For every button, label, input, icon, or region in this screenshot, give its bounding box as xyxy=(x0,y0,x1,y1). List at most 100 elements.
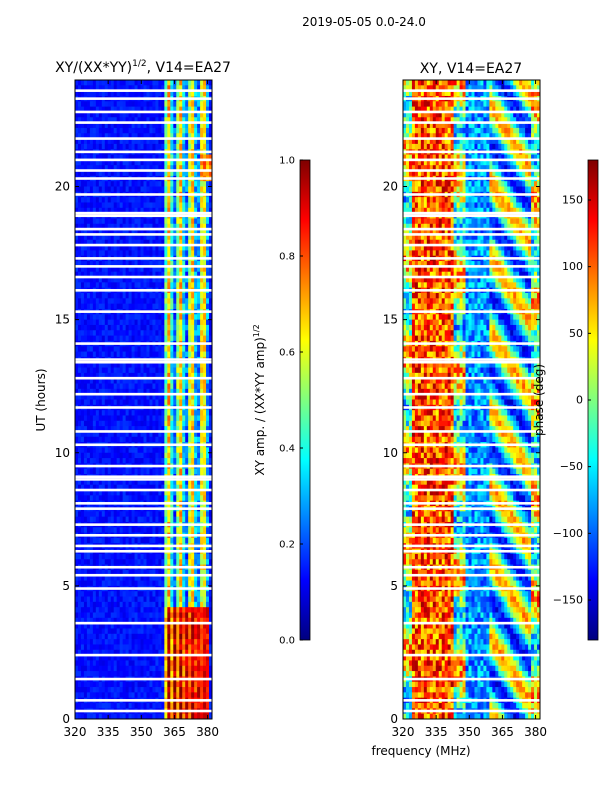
flagged-row xyxy=(403,110,540,114)
figure-title: 2019-05-05 0.0-24.0 xyxy=(302,15,426,29)
flagged-row xyxy=(403,342,540,345)
colorbar-tick-label: 0.0 xyxy=(279,636,295,647)
x-tick-label: 380 xyxy=(196,725,219,739)
flagged-row xyxy=(75,265,212,268)
colorbar-tick-label: 1.0 xyxy=(279,156,295,167)
flagged-row xyxy=(75,478,212,481)
flagged-row xyxy=(403,150,540,154)
phase-colorbar-label: phase (deg) xyxy=(532,364,546,436)
flagged-row xyxy=(75,310,212,313)
phase-colorbar: −150 −100 −50 0 50 100 150 phase (deg) xyxy=(532,159,599,641)
flagged-row xyxy=(75,233,212,236)
flagged-row xyxy=(403,257,540,260)
colorbar-tick-label: 0.2 xyxy=(279,540,295,551)
amp-colorbar-ticks: 0.0 0.2 0.4 0.6 0.8 1.0 xyxy=(279,156,303,647)
amplitude-panel: XY/(XX*YY)1/2, V14=EA27 320 335 350 365 380 0… xyxy=(34,59,231,739)
amp-colorbar-bar xyxy=(299,159,311,641)
amp-axes: 320 335 350 365 380 0 5 10 15 20 xyxy=(55,80,219,739)
amp-title: XY/(XX*YY)1/2, V14=EA27 xyxy=(55,59,231,76)
flagged-row xyxy=(403,709,540,713)
flagged-row xyxy=(403,621,540,625)
flagged-row xyxy=(403,358,540,361)
flagged-row xyxy=(403,193,540,196)
flagged-row xyxy=(75,653,212,657)
y-tick-label: 0 xyxy=(62,712,70,726)
flagged-row xyxy=(403,89,540,92)
flagged-row xyxy=(75,549,212,553)
colorbar-tick-label: 0.4 xyxy=(279,444,295,455)
colorbar-tick-label: 0.6 xyxy=(279,348,295,359)
flagged-row xyxy=(403,376,540,380)
flagged-row xyxy=(75,177,212,180)
colorbar-tick-label: 0.8 xyxy=(279,252,295,263)
colorbar-tick-label: −100 xyxy=(553,527,583,540)
flagged-row xyxy=(75,677,212,681)
flagged-row xyxy=(75,573,212,577)
flagged-row xyxy=(403,121,540,124)
flagged-row xyxy=(403,488,540,492)
phase-frame xyxy=(402,79,541,720)
y-tick-label: 0 xyxy=(390,712,398,726)
amp-colorbar: 0.0 0.2 0.4 0.6 0.8 1.0 XY amp. / (XX*YY amp)… xyxy=(252,156,311,647)
flagged-row xyxy=(75,257,212,260)
colorbar-tick-label: 150 xyxy=(562,194,583,207)
y-tick-label: 10 xyxy=(55,446,70,460)
flagged-row xyxy=(403,464,540,468)
flagged-row xyxy=(403,137,540,140)
y-tick-label: 15 xyxy=(383,313,398,327)
flagged-row xyxy=(75,621,212,625)
flagged-row xyxy=(75,89,212,92)
flagged-row xyxy=(75,587,212,590)
flagged-row xyxy=(75,97,212,100)
flagged-row xyxy=(403,97,540,100)
amp-ylabel: UT (hours) xyxy=(34,368,48,431)
flagged-row xyxy=(403,275,540,279)
flagged-row xyxy=(403,169,540,172)
colorbar-tick-label: 100 xyxy=(562,260,583,273)
x-tick-label: 350 xyxy=(130,725,153,739)
x-tick-label: 320 xyxy=(392,725,415,739)
flagged-row xyxy=(403,502,540,505)
flagged-row xyxy=(403,699,540,702)
phase-colorbar-ticks: −150 −100 −50 0 50 100 150 xyxy=(553,194,591,607)
y-tick-label: 5 xyxy=(390,579,398,593)
flagged-row xyxy=(403,653,540,657)
flagged-row xyxy=(75,376,212,380)
flagged-row xyxy=(403,177,540,180)
y-tick-label: 20 xyxy=(383,180,398,194)
flagged-row xyxy=(75,430,212,433)
flagged-row xyxy=(403,533,540,537)
flagged-row xyxy=(75,502,212,505)
flagged-row xyxy=(75,360,212,364)
flagged-row xyxy=(75,523,212,526)
y-tick-label: 5 xyxy=(62,579,70,593)
flagged-row xyxy=(75,475,212,479)
flagged-row xyxy=(403,360,540,364)
flagged-row xyxy=(75,214,212,218)
flagged-row xyxy=(75,211,212,215)
flagged-row xyxy=(403,475,540,479)
flagged-row xyxy=(75,507,212,510)
flagged-row xyxy=(403,677,540,681)
flagged-row xyxy=(75,488,212,492)
flagged-row xyxy=(75,699,212,702)
flagged-row xyxy=(403,406,540,409)
flagged-row xyxy=(403,227,540,231)
flagged-row xyxy=(75,289,212,292)
colorbar-tick-label: 0 xyxy=(576,394,583,407)
flagged-row xyxy=(403,544,540,548)
flagged-row xyxy=(403,233,540,236)
y-tick-label: 10 xyxy=(383,446,398,460)
amp-frame xyxy=(74,79,213,720)
flagged-row xyxy=(75,227,212,231)
colorbar-tick-label: 50 xyxy=(569,327,583,340)
flagged-row xyxy=(403,265,540,268)
flagged-row xyxy=(403,289,540,292)
flagged-row xyxy=(75,110,212,114)
flagged-row xyxy=(403,443,540,447)
flagged-row xyxy=(75,158,212,162)
flagged-row xyxy=(75,533,212,537)
flagged-row xyxy=(75,406,212,409)
flagged-row xyxy=(403,507,540,510)
phase-title: XY, V14=EA27 xyxy=(420,61,522,77)
